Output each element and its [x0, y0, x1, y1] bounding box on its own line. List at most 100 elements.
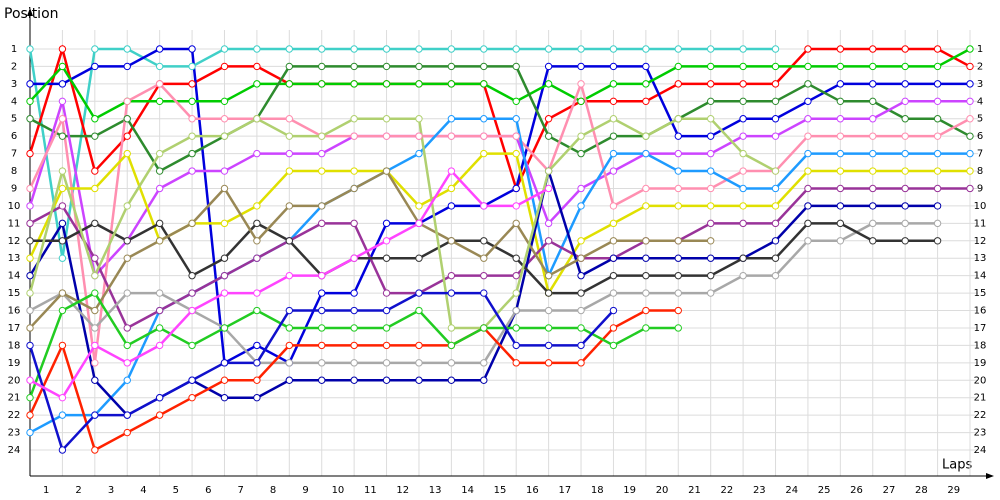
series-marker	[901, 97, 909, 106]
x-tick-label: 3	[108, 485, 114, 496]
x-tick-label: 14	[461, 485, 474, 496]
series-marker	[544, 324, 553, 332]
y-tick-label: 4	[11, 96, 17, 107]
series-marker	[26, 45, 34, 53]
series-marker	[91, 359, 99, 367]
y-tick-label: 12	[8, 236, 21, 247]
series-marker	[771, 80, 780, 88]
series-marker	[771, 167, 780, 175]
series-marker	[188, 271, 196, 280]
y-tick-label-right: 18	[974, 340, 987, 351]
series-marker	[58, 254, 67, 262]
series-marker	[123, 237, 131, 245]
series-marker	[188, 97, 196, 106]
series-marker	[188, 167, 196, 175]
series-marker	[415, 62, 423, 71]
series-marker	[933, 45, 942, 53]
series-marker	[577, 289, 585, 297]
y-tick-label: 9	[11, 183, 17, 194]
series-marker	[674, 167, 682, 175]
series-marker	[609, 271, 618, 280]
series-marker	[318, 289, 326, 297]
series-marker	[447, 359, 456, 367]
y-axis-arrow	[27, 8, 33, 16]
series-marker	[739, 149, 747, 158]
series-marker	[771, 97, 780, 106]
series-marker	[609, 341, 618, 350]
x-axis-arrow	[986, 473, 994, 479]
series-marker	[350, 167, 358, 175]
series-marker	[26, 115, 34, 123]
series-marker	[706, 271, 715, 280]
series-marker	[415, 45, 423, 53]
x-tick-label: 16	[526, 485, 539, 496]
series-marker	[674, 132, 682, 140]
series-marker	[220, 45, 229, 53]
series-marker	[869, 62, 877, 71]
x-tick-label: 17	[558, 485, 571, 496]
series-marker	[447, 45, 456, 53]
series-marker	[318, 149, 326, 158]
series-marker	[706, 219, 715, 228]
y-tick-label-right: 23	[974, 428, 987, 439]
series-marker	[609, 219, 618, 228]
series-line	[29, 169, 711, 329]
series-marker	[188, 80, 196, 88]
series-marker	[447, 341, 456, 350]
series-marker	[642, 271, 650, 280]
series-marker	[350, 306, 358, 315]
series-marker	[577, 271, 585, 280]
series-marker	[836, 115, 845, 123]
series-marker	[188, 115, 196, 123]
series-marker	[91, 271, 99, 280]
series-marker	[480, 237, 488, 245]
series-marker	[415, 359, 423, 367]
x-tick-label: 27	[883, 485, 896, 496]
series-marker	[123, 411, 131, 419]
series-marker	[771, 45, 780, 53]
series-marker	[155, 237, 164, 245]
series-marker	[58, 341, 67, 350]
series-marker	[350, 45, 358, 53]
series-marker	[642, 184, 650, 193]
series-marker	[674, 80, 682, 88]
x-tick-label: 10	[332, 485, 345, 496]
series-marker	[415, 289, 423, 297]
series-marker	[123, 45, 131, 53]
y-tick-label-right: 7	[977, 149, 983, 160]
series-marker	[350, 324, 358, 332]
series-marker	[155, 97, 164, 106]
series-marker	[123, 324, 131, 332]
series-marker	[415, 376, 423, 384]
series-marker	[58, 115, 67, 123]
series-marker	[285, 237, 294, 245]
y-tick-label-right: 16	[974, 306, 987, 317]
series-marker	[739, 45, 747, 53]
series-marker	[739, 97, 747, 106]
series-marker	[285, 341, 294, 350]
series-marker	[253, 219, 261, 228]
series-marker	[869, 149, 877, 158]
series-marker	[674, 149, 682, 158]
series-marker	[382, 62, 391, 71]
series-marker	[804, 167, 812, 175]
series-marker	[58, 306, 67, 315]
series-marker	[155, 80, 164, 88]
series-marker	[544, 271, 553, 280]
series-marker	[642, 237, 650, 245]
series-marker	[26, 324, 34, 332]
series-marker	[91, 341, 99, 350]
series-marker	[739, 115, 747, 123]
series-marker	[901, 62, 909, 71]
series-marker	[869, 202, 877, 210]
series-marker	[642, 132, 650, 140]
series-marker	[836, 202, 845, 210]
series-marker	[318, 271, 326, 280]
series-marker	[739, 202, 747, 210]
y-tick-label: 24	[8, 445, 21, 456]
y-tick-label-right: 12	[974, 236, 987, 247]
series-marker	[642, 289, 650, 297]
y-tick-label-right: 21	[974, 393, 987, 404]
series-marker	[933, 219, 942, 228]
